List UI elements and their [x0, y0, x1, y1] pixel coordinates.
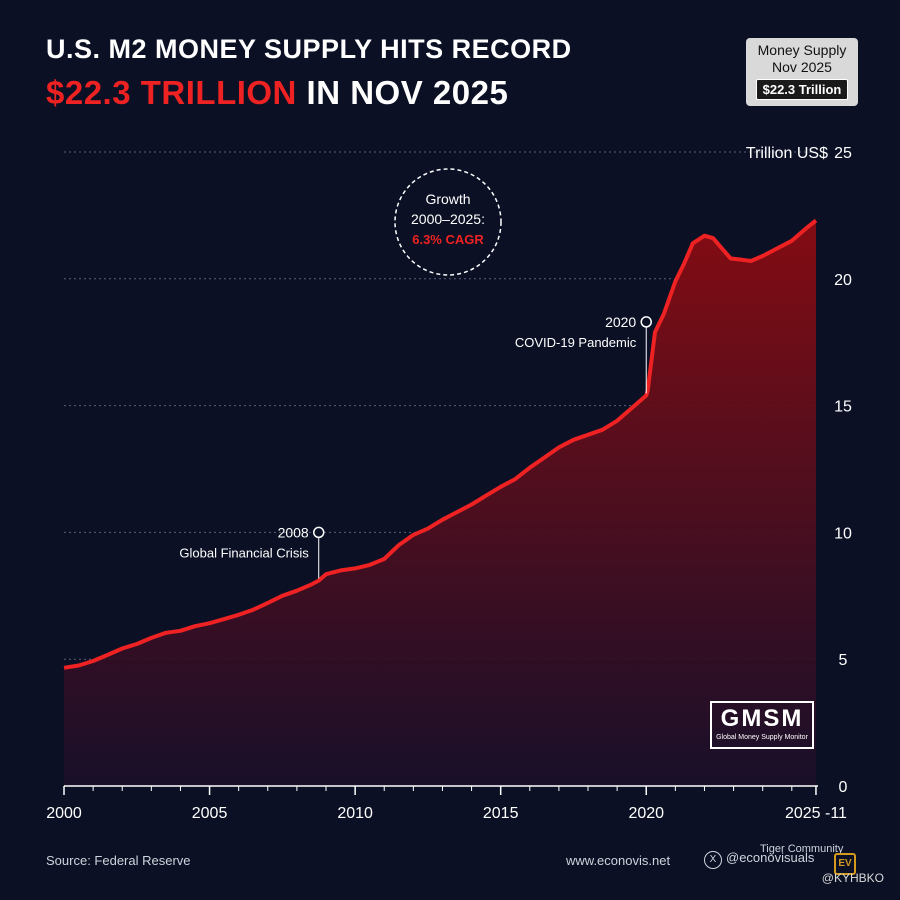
badge-value: $22.3 Trillion	[755, 79, 849, 100]
growth-callout-circle	[394, 168, 502, 276]
x-tick-label: 2000	[46, 805, 82, 822]
x-logo-icon: X	[704, 851, 722, 869]
y-tick-label: 15	[834, 399, 852, 416]
badge-line2: Nov 2025	[772, 59, 832, 75]
title-highlight: $22.3 TRILLION	[46, 74, 297, 111]
y-tick-label: 25	[834, 145, 852, 162]
annotation-2020-year: 2020	[605, 314, 636, 330]
y-tick-label: 20	[834, 272, 852, 289]
source-note: Source: Federal Reserve	[46, 853, 191, 868]
annotation-2020-label: COVID-19 Pandemic	[515, 335, 637, 350]
x-tick-label: 2020	[628, 805, 664, 822]
annotation-2008-marker	[312, 526, 325, 539]
badge-line1: Money Supply	[757, 42, 847, 58]
gmsm-logo-subtitle: Global Money Supply Monitor	[716, 734, 808, 741]
annotation-2008-year: 2008	[278, 524, 309, 540]
series-line	[63, 218, 818, 670]
website-link[interactable]: www.econovis.net	[566, 853, 671, 868]
chart-title-line2: $22.3 TRILLION IN NOV 2025	[46, 74, 508, 112]
x-handle[interactable]: X @econovisuals	[704, 850, 814, 869]
x-tick-label: 2025 -11	[785, 805, 847, 822]
annotation-2008-label: Global Financial Crisis	[179, 545, 309, 560]
x-tick-label: 2010	[337, 805, 373, 822]
x-tick-label: 2005	[192, 805, 228, 822]
growth-callout-line1: Growth	[425, 191, 470, 207]
y-tick-label: 10	[834, 525, 852, 542]
growth-callout-line2: 2000–2025:	[411, 211, 485, 227]
title-rest: IN NOV 2025	[296, 74, 509, 111]
gmsm-logo-name: GMSM	[720, 705, 804, 732]
x-handle-text: @econovisuals	[726, 850, 815, 865]
annotation-2020-marker	[640, 316, 652, 328]
growth-callout-cagr: 6.3% CAGR	[412, 232, 484, 247]
y-tick-label: 0	[839, 779, 848, 796]
area-fill	[64, 220, 816, 786]
y-axis-label: Trillion US$	[746, 145, 828, 162]
x-tick-label: 2015	[483, 805, 519, 822]
gmsm-logo: GMSM Global Money Supply Monitor	[710, 701, 814, 749]
chart-title-line1: U.S. M2 MONEY SUPPLY HITS RECORD	[46, 34, 572, 64]
ev-logo-icon: EV	[834, 853, 856, 875]
handle-text: @KYHBKO	[821, 871, 884, 885]
y-tick-label: 5	[839, 652, 848, 669]
watermark-text: Tiger Community	[760, 843, 844, 855]
money-supply-badge: Money Supply Nov 2025 $22.3 Trillion	[746, 38, 858, 106]
